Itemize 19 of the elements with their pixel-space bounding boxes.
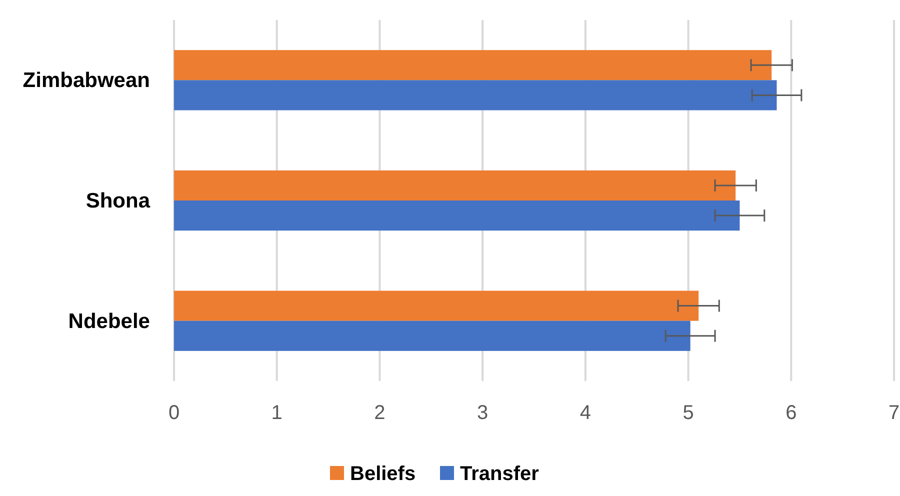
legend-label: Transfer (460, 463, 540, 485)
bar (174, 200, 740, 231)
y-tick-label: Zimbabwean (22, 69, 150, 92)
x-tick-label: 6 (786, 402, 797, 424)
x-tick-label: 4 (580, 402, 591, 424)
x-tick-label: 2 (374, 402, 386, 424)
legend-label: Beliefs (350, 463, 416, 485)
x-tick-label: 0 (168, 402, 180, 424)
x-tick-label: 7 (888, 402, 900, 424)
x-tick-label: 3 (477, 402, 488, 424)
bar (174, 80, 777, 110)
bar (174, 50, 772, 80)
y-tick-label: Ndebele (68, 310, 150, 333)
bar (174, 170, 736, 200)
bar (174, 290, 699, 321)
x-tick-label: 5 (682, 402, 694, 424)
y-tick-label: Shona (86, 190, 150, 212)
bar (174, 320, 690, 351)
x-tick-label: 1 (271, 402, 282, 424)
